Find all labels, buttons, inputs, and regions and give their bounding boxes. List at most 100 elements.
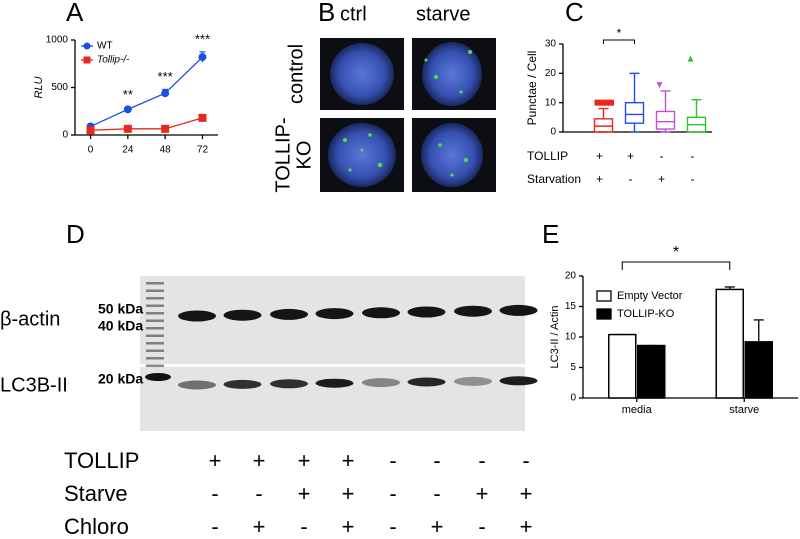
ladder-band (146, 289, 164, 292)
y-tick-label: 0 (570, 393, 576, 404)
row-label: control (285, 44, 307, 104)
legend-label: Tollip-/- (97, 55, 130, 66)
legend-label: WT (97, 41, 113, 52)
y-tick-label: 15 (565, 301, 577, 312)
legend-marker (83, 56, 91, 64)
nucleus (328, 123, 396, 187)
box (655, 110, 676, 130)
actin-band (454, 305, 492, 317)
data-point (198, 113, 207, 122)
ladder-band (146, 297, 164, 300)
legend-label: TOLLIP-KO (617, 308, 675, 320)
table-value: + (596, 172, 603, 186)
panel-letter: C (565, 0, 584, 27)
y-tick-label: 500 (51, 82, 68, 93)
nucleus (422, 42, 482, 106)
condition-value: + (476, 481, 489, 506)
lc3-band (454, 376, 492, 386)
data-point (161, 124, 170, 133)
significance-bracket (603, 39, 635, 44)
ladder-band (145, 373, 171, 381)
y-tick-label: 5 (570, 362, 576, 373)
column-label: starve (416, 3, 470, 25)
nucleus (421, 123, 483, 187)
actin-band (223, 309, 262, 321)
actin-band (499, 304, 538, 316)
data-point (123, 105, 132, 114)
y-tick-label: 10 (565, 332, 577, 343)
lc3-band (315, 378, 354, 388)
condition-label: Chloro (64, 514, 129, 539)
condition-label: TOLLIP (64, 448, 139, 473)
ladder-band (146, 334, 164, 337)
row-label: KO (293, 141, 315, 170)
outlier (594, 99, 601, 106)
bar (608, 333, 637, 399)
ladder-band (146, 312, 164, 315)
condition-value: + (253, 514, 266, 539)
condition-value: - (478, 514, 485, 539)
condition-value: - (389, 448, 396, 473)
ladder-band (146, 349, 164, 352)
lc3-band (270, 379, 308, 389)
y-tick-label: 0 (550, 127, 556, 138)
table-label: Starvation (527, 172, 581, 186)
condition-value: - (255, 481, 262, 506)
significance: * (673, 244, 679, 261)
condition-value: + (298, 481, 311, 506)
ladder-band (146, 319, 164, 322)
condition-value: + (209, 448, 222, 473)
condition-value: - (389, 514, 396, 539)
x-tick-label: media (622, 404, 653, 416)
condition-value: + (342, 481, 355, 506)
x-tick-label: 72 (197, 145, 209, 156)
table-value: + (658, 172, 665, 186)
marker-label: 40 kDa (98, 318, 143, 334)
condition-value: + (520, 481, 533, 506)
panel-letter: E (542, 219, 559, 249)
data-point (86, 126, 95, 135)
ladder-band (146, 357, 164, 360)
condition-value: - (522, 448, 529, 473)
legend-swatch (596, 290, 612, 302)
x-tick-label: starve (729, 404, 759, 416)
y-tick-label: 30 (545, 39, 557, 50)
condition-value: + (520, 514, 533, 539)
x-tick-label: 24 (122, 145, 134, 156)
outlier (656, 82, 663, 89)
box (624, 101, 645, 124)
outlier (687, 55, 694, 62)
significance: ** (123, 87, 133, 102)
outlier (603, 99, 610, 106)
blot-bands (145, 282, 538, 390)
condition-value: - (389, 481, 396, 506)
condition-value: + (342, 448, 355, 473)
y-axis-label: Punctae / Cell (525, 51, 539, 126)
series-line (90, 117, 203, 131)
significance: * (617, 26, 622, 40)
table-value: - (660, 149, 664, 163)
table-value: - (691, 172, 695, 186)
table-label: TOLLIP (527, 149, 568, 163)
condition-value: + (298, 448, 311, 473)
condition-value: - (433, 481, 440, 506)
table-value: + (596, 149, 603, 163)
panel-letter: A (66, 0, 84, 27)
panel-letter: D (66, 219, 85, 249)
panel-letter: B (318, 0, 335, 27)
column-label: ctrl (340, 3, 367, 25)
actin-band (362, 307, 400, 319)
legend-swatch (596, 308, 612, 320)
significance: *** (195, 31, 210, 46)
table-value: - (691, 149, 695, 163)
lc3-band (223, 379, 262, 389)
row-label: TOLLIP- (272, 117, 294, 192)
ladder-band (146, 304, 164, 307)
bar (744, 341, 773, 399)
bar (715, 288, 744, 399)
x-tick-label: 0 (88, 145, 94, 156)
condition-value: - (300, 514, 307, 539)
ladder-band (146, 327, 164, 330)
condition-value: - (211, 481, 218, 506)
legend-label: Empty Vector (617, 290, 683, 302)
